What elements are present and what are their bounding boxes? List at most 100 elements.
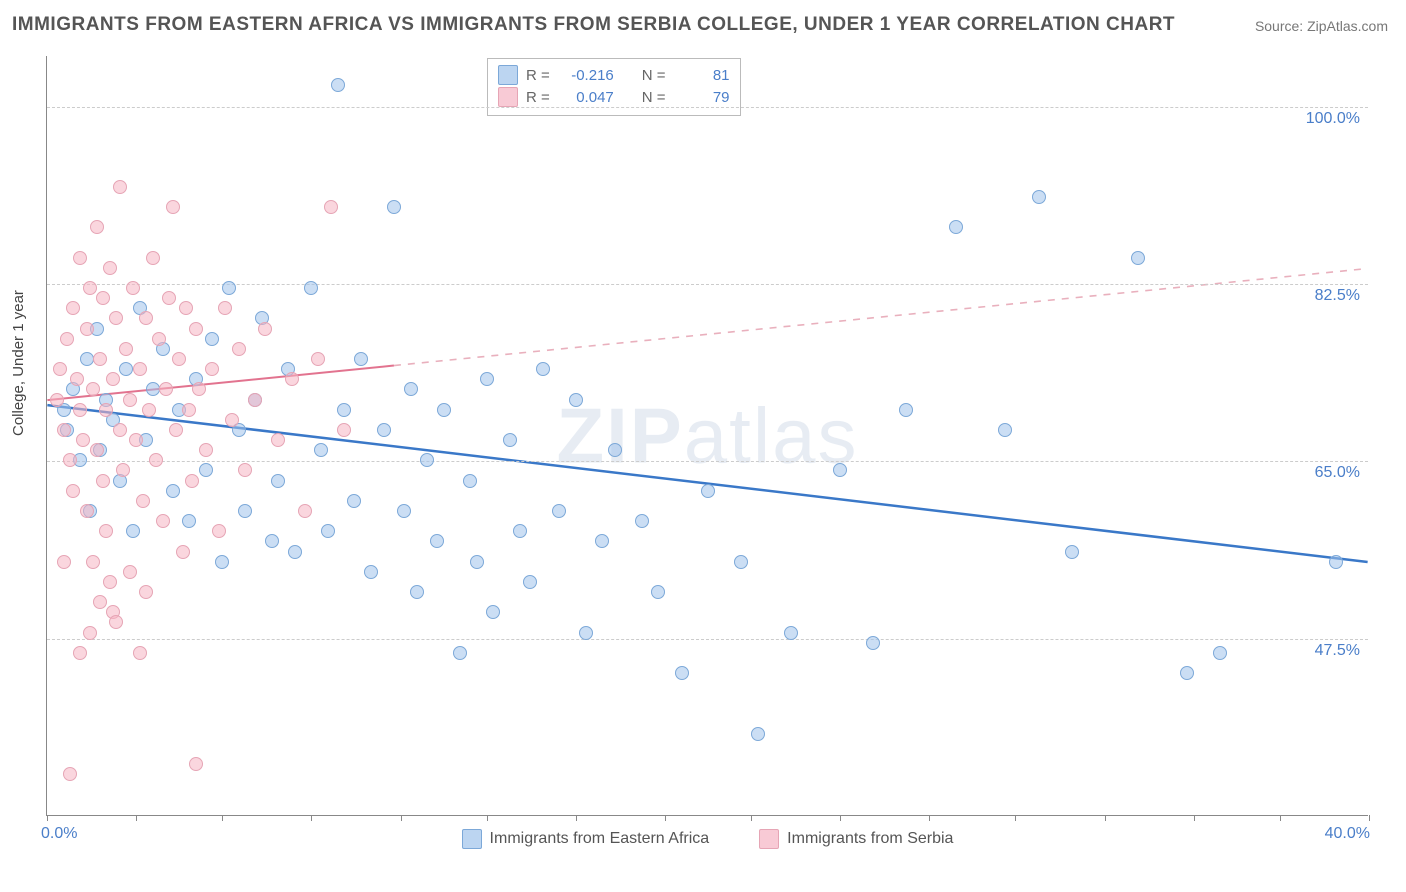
point-serbia (73, 251, 87, 265)
point-eastern-africa (552, 504, 566, 518)
point-serbia (139, 585, 153, 599)
point-eastern-africa (734, 555, 748, 569)
point-eastern-africa (453, 646, 467, 660)
point-serbia (162, 291, 176, 305)
swatch-serbia (759, 829, 779, 849)
n-value: 81 (674, 67, 730, 84)
gridline (47, 107, 1368, 108)
series-legend: Immigrants from Eastern Africa Immigrant… (47, 829, 1368, 849)
point-eastern-africa (420, 453, 434, 467)
point-serbia (271, 433, 285, 447)
point-serbia (152, 332, 166, 346)
point-serbia (142, 403, 156, 417)
point-eastern-africa (569, 393, 583, 407)
x-tick (1194, 815, 1195, 821)
trend-lines (47, 56, 1368, 815)
point-serbia (123, 393, 137, 407)
x-tick (487, 815, 488, 821)
gridline (47, 639, 1368, 640)
point-serbia (298, 504, 312, 518)
point-serbia (119, 342, 133, 356)
point-eastern-africa (470, 555, 484, 569)
point-eastern-africa (222, 281, 236, 295)
x-tick (222, 815, 223, 821)
point-serbia (63, 767, 77, 781)
point-eastern-africa (354, 352, 368, 366)
point-eastern-africa (404, 382, 418, 396)
y-axis-label: College, Under 1 year (10, 290, 27, 436)
x-tick (665, 815, 666, 821)
point-serbia (83, 281, 97, 295)
point-eastern-africa (536, 362, 550, 376)
point-serbia (86, 382, 100, 396)
point-serbia (93, 352, 107, 366)
x-tick (576, 815, 577, 821)
point-eastern-africa (410, 585, 424, 599)
x-tick (136, 815, 137, 821)
point-eastern-africa (833, 463, 847, 477)
point-eastern-africa (751, 727, 765, 741)
point-serbia (156, 514, 170, 528)
point-serbia (70, 372, 84, 386)
point-serbia (103, 575, 117, 589)
x-tick (1280, 815, 1281, 821)
r-label: R = (526, 89, 550, 106)
chart-title: IMMIGRANTS FROM EASTERN AFRICA VS IMMIGR… (12, 14, 1175, 36)
y-tick-label: 47.5% (1315, 642, 1360, 660)
point-serbia (126, 281, 140, 295)
point-serbia (66, 484, 80, 498)
point-eastern-africa (364, 565, 378, 579)
point-eastern-africa (523, 575, 537, 589)
point-serbia (238, 463, 252, 477)
point-eastern-africa (784, 626, 798, 640)
x-tick (751, 815, 752, 821)
point-serbia (90, 220, 104, 234)
point-eastern-africa (608, 443, 622, 457)
point-serbia (205, 362, 219, 376)
point-serbia (129, 433, 143, 447)
point-eastern-africa (486, 605, 500, 619)
point-eastern-africa (205, 332, 219, 346)
point-eastern-africa (701, 484, 715, 498)
gridline (47, 284, 1368, 285)
x-tick (840, 815, 841, 821)
point-serbia (103, 261, 117, 275)
point-serbia (337, 423, 351, 437)
y-tick-label: 82.5% (1315, 287, 1360, 305)
point-eastern-africa (463, 474, 477, 488)
point-serbia (185, 474, 199, 488)
point-serbia (248, 393, 262, 407)
r-value: -0.216 (558, 67, 614, 84)
point-serbia (258, 322, 272, 336)
point-eastern-africa (146, 382, 160, 396)
x-tick (1369, 815, 1370, 821)
point-eastern-africa (430, 534, 444, 548)
point-eastern-africa (271, 474, 285, 488)
legend-label: Immigrants from Eastern Africa (490, 830, 710, 848)
watermark: ZIPatlas (556, 390, 858, 481)
point-eastern-africa (337, 403, 351, 417)
point-serbia (159, 382, 173, 396)
scatter-plot: ZIPatlas R = -0.216 N = 81 R = 0.047 N =… (46, 56, 1368, 816)
swatch-eastern-africa (498, 65, 518, 85)
point-eastern-africa (397, 504, 411, 518)
point-serbia (136, 494, 150, 508)
point-eastern-africa (1329, 555, 1343, 569)
point-serbia (73, 646, 87, 660)
point-serbia (123, 565, 137, 579)
point-serbia (324, 200, 338, 214)
point-serbia (80, 322, 94, 336)
point-eastern-africa (199, 463, 213, 477)
point-serbia (53, 362, 67, 376)
point-serbia (232, 342, 246, 356)
point-serbia (189, 322, 203, 336)
legend-item-serbia: Immigrants from Serbia (759, 829, 953, 849)
source-attribution: Source: ZipAtlas.com (1255, 18, 1388, 34)
point-serbia (63, 453, 77, 467)
point-serbia (182, 403, 196, 417)
n-label: N = (642, 67, 666, 84)
point-serbia (80, 504, 94, 518)
point-eastern-africa (377, 423, 391, 437)
point-serbia (99, 403, 113, 417)
point-serbia (139, 311, 153, 325)
